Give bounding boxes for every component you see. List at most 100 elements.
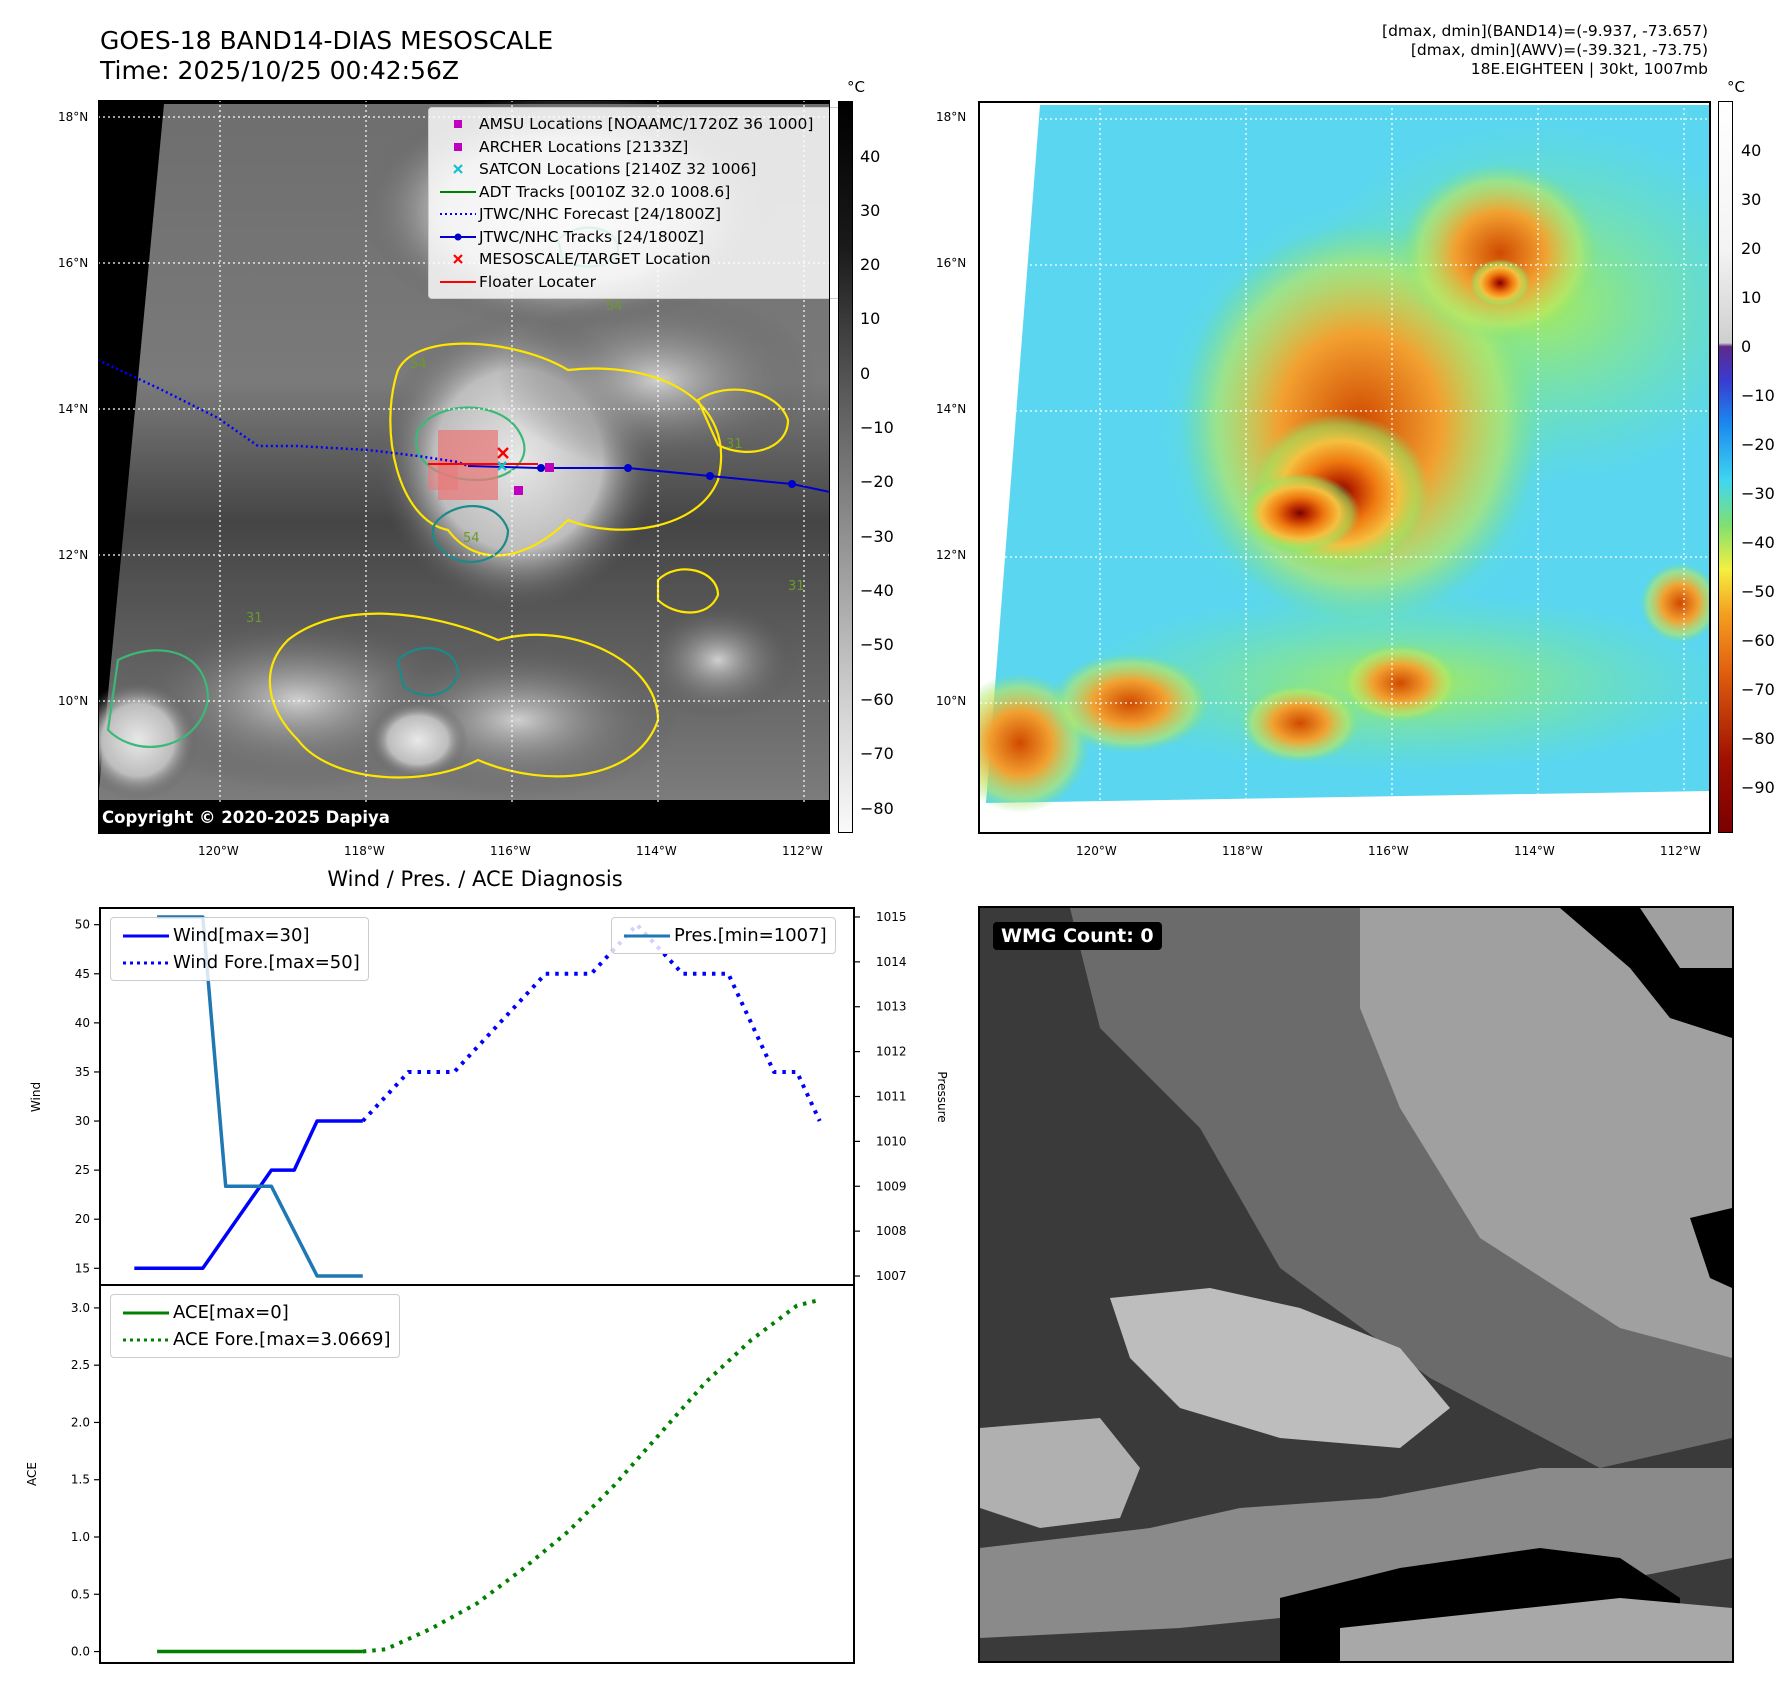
legend-line-icon: [624, 934, 670, 937]
color-ir-map-panel: [978, 101, 1711, 834]
wind-series-line: [134, 1119, 363, 1271]
cir-lon-120: 120°W: [1076, 844, 1117, 858]
legend-label: Floater Locater: [479, 272, 596, 291]
wmg-count-badge: WMG Count: 0: [993, 922, 1162, 950]
cir-cbar-tick: 20: [1741, 239, 1762, 258]
info-line-awv: [dmax, dmin](AWV)=(-39.321, -73.75): [1410, 41, 1708, 59]
cir-lat-14: 14°N: [936, 402, 967, 416]
legend-label: ACE Fore.[max=3.0669]: [173, 1329, 391, 1350]
wind-tick-label: 50: [75, 918, 90, 932]
ir-lon-116: 116°W: [490, 844, 531, 858]
cir-cbar-tick: −80: [1741, 729, 1775, 748]
cir-lat-10: 10°N: [936, 694, 967, 708]
ace-forecast-series-line: [362, 1297, 821, 1654]
ir-lon-118: 118°W: [344, 844, 385, 858]
ir-cbar-tick: −50: [860, 635, 894, 654]
legend-symbol-square-icon: [454, 120, 462, 129]
legend-item-forecast: JTWC/NHC Forecast [24/1800Z]: [437, 203, 837, 226]
pressure-tick-label: 1009: [876, 1179, 907, 1193]
legend-item-ace-forecast: ACE Fore.[max=3.0669]: [119, 1326, 391, 1353]
cir-cbar-tick: 10: [1741, 288, 1762, 307]
cir-cbar-tick: −70: [1741, 680, 1775, 699]
ir-cbar-tick: 10: [860, 309, 881, 328]
cir-lat-16: 16°N: [936, 256, 967, 270]
legend-symbol-dotted-icon: [440, 213, 476, 216]
satcon-marker: [497, 461, 507, 471]
legend-symbol-x-icon: [453, 254, 463, 265]
cir-cbar-tick: 40: [1741, 141, 1762, 160]
cir-colorbar-ticks: 40 30 20 10 0 −10 −20 −30 −40 −50 −60 −7…: [1741, 101, 1791, 833]
cir-lon-116: 116°W: [1368, 844, 1409, 858]
legend-label: Wind Fore.[max=50]: [173, 952, 360, 973]
ace-tick-label: 1.5: [71, 1473, 90, 1487]
cir-lat-18: 18°N: [936, 110, 967, 124]
diagnosis-title: Wind / Pres. / ACE Diagnosis: [327, 867, 622, 891]
ir-map-panel: 54 54 31 31 31 54: [78, 90, 846, 834]
wind-tick-label: 15: [75, 1261, 90, 1275]
legend-dotted-icon: [123, 1338, 169, 1341]
legend-dotted-icon: [123, 961, 169, 964]
legend-symbol-line-icon: [440, 190, 476, 193]
legend-label: Pres.[min=1007]: [674, 925, 827, 946]
ace-tick-label: 0.5: [71, 1587, 90, 1601]
legend-label: Wind[max=30]: [173, 925, 310, 946]
legend-item-archer: ARCHER Locations [2133Z]: [437, 136, 837, 159]
pressure-tick-label: 1011: [876, 1090, 907, 1104]
legend-item-ace: ACE[max=0]: [119, 1299, 391, 1326]
wind-legend: Wind[max=30] Wind Fore.[max=50]: [110, 917, 369, 981]
ir-colorbar: [838, 101, 853, 833]
jtwc-track: [467, 465, 831, 493]
ir-cbar-tick: 0: [860, 364, 871, 383]
cir-cbar-tick: −30: [1741, 484, 1775, 503]
contour-label-3: 31: [726, 437, 743, 452]
ace-tick-label: 3.0: [71, 1301, 90, 1315]
legend-symbol-line-icon: [440, 280, 476, 283]
pressure-ticks: 1007 1008 1009 1010 1011 1012 1013 1014 1015: [854, 910, 907, 1283]
cir-lat-12: 12°N: [936, 548, 967, 562]
chart-title-line1: GOES-18 BAND14-DIAS MESOSCALE: [100, 26, 554, 55]
ir-lat-12: 12°N: [58, 548, 89, 562]
ir-cbar-tick: 20: [860, 255, 881, 274]
pressure-tick-label: 1008: [876, 1224, 907, 1238]
wind-tick-label: 30: [75, 1114, 90, 1128]
cir-cbar-tick: −50: [1741, 582, 1775, 601]
ir-lon-120: 120°W: [198, 844, 239, 858]
ace-tick-label: 0.0: [71, 1645, 90, 1659]
ir-cbar-tick: −10: [860, 418, 894, 437]
legend-item-wind-forecast: Wind Fore.[max=50]: [119, 949, 360, 976]
wind-tick-label: 20: [75, 1212, 90, 1226]
cir-cbar-tick: 0: [1741, 337, 1752, 356]
legend-item-satcon: SATCON Locations [2140Z 32 1006]: [437, 158, 837, 181]
ace-tick-label: 1.0: [71, 1530, 90, 1544]
pressure-axis-label: Pressure: [935, 1071, 949, 1122]
pressure-tick-label: 1010: [876, 1134, 907, 1148]
legend-label: JTWC/NHC Forecast [24/1800Z]: [479, 205, 722, 224]
ir-lat-16: 16°N: [58, 256, 89, 270]
legend-line-icon: [123, 1311, 169, 1314]
legend-symbol-square-icon: [454, 142, 462, 151]
cir-cbar-tick: −90: [1741, 778, 1775, 797]
ir-cbar-tick: −20: [860, 472, 894, 491]
legend-symbol-line-dot-icon: [440, 233, 476, 241]
legend-label: AMSU Locations [NOAAMC/1720Z 36 1000]: [479, 115, 814, 134]
contour-label-2: 54: [463, 531, 480, 546]
pressure-tick-label: 1007: [876, 1269, 907, 1283]
wind-tick-label: 35: [75, 1065, 90, 1079]
wind-axis-label: Wind: [29, 1082, 43, 1112]
ir-cbar-tick: 40: [860, 147, 881, 166]
chart-title-line2: Time: 2025/10/25 00:42:56Z: [100, 56, 459, 85]
ace-ticks: 0.0 0.5 1.0 1.5 2.0 2.5 3.0: [71, 1301, 100, 1659]
ir-lat-18: 18°N: [58, 110, 89, 124]
cir-colorbar-unit: °C: [1727, 78, 1745, 96]
cir-cbar-tick: −60: [1741, 631, 1775, 650]
ace-axes: [99, 1284, 855, 1664]
ir-cbar-tick: −30: [860, 527, 894, 546]
legend-label: ADT Tracks [0010Z 32.0 1008.6]: [479, 182, 731, 201]
ir-cbar-tick: −40: [860, 581, 894, 600]
cir-lon-112: 112°W: [1660, 844, 1701, 858]
pressure-tick-label: 1012: [876, 1045, 907, 1059]
archer-marker: [514, 486, 523, 495]
info-line-storm: 18E.EIGHTEEN | 30kt, 1007mb: [1470, 60, 1708, 78]
legend-symbol-x-icon: [453, 164, 463, 175]
